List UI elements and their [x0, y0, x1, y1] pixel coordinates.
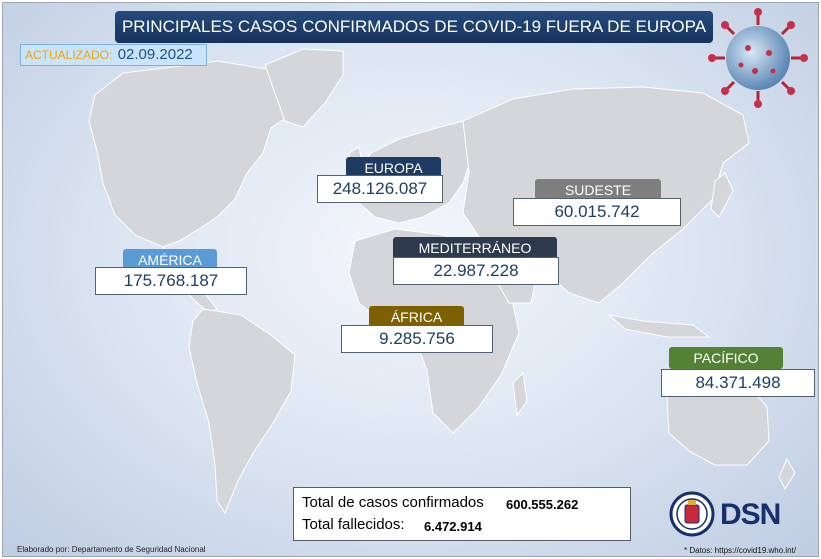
coronavirus-icon: [708, 8, 808, 108]
updated-date: 02.09.2022: [117, 46, 193, 63]
region-label-mediterraneo-oriental: MEDITERRÁNEO ORIENTAL: [393, 237, 557, 278]
region-label-pacifico-oeste: PACÍFICO OESTE: [669, 347, 783, 388]
region-value-europa: 248.126.087: [317, 175, 443, 203]
total-deaths-value: 6.472.914: [424, 519, 482, 534]
region-value-africa: 9.285.756: [341, 325, 493, 353]
total-deaths-label: Total fallecidos:: [302, 516, 405, 533]
madagascar-landmass: [512, 371, 528, 417]
north-america-landmass: [88, 60, 326, 248]
south-america-landmass: [188, 308, 296, 515]
updated-label: ACTUALIZADO:: [25, 48, 113, 62]
greenland-landmass: [264, 48, 344, 128]
total-cases-label: Total de casos confirmados: [302, 494, 484, 511]
region-value-sudeste-asiatico: 60.015.742: [513, 198, 681, 226]
region-label-europa: EUROPA: [346, 157, 441, 179]
new-zealand-landmass: [778, 457, 796, 491]
dsn-logo-text: DSN: [720, 498, 781, 531]
footer-credit: Elaborado por: Departamento de Seguridad…: [17, 545, 206, 554]
region-value-pacifico-oeste: 84.371.498: [661, 369, 815, 397]
page-title: PRINCIPALES CASOS CONFIRMADOS DE COVID-1…: [115, 11, 713, 43]
updated-badge: ACTUALIZADO: 02.09.2022: [20, 44, 207, 66]
region-label-africa: ÁFRICA: [369, 306, 464, 328]
region-value-mediterraneo-oriental: 22.987.228: [393, 257, 559, 285]
region-label-america: AMÉRICA: [123, 249, 217, 271]
totals-box: Total de casos confirmados 600.555.262 T…: [293, 487, 631, 541]
japan-landmass: [710, 172, 734, 218]
total-cases-value: 600.555.262: [506, 497, 579, 512]
region-value-america: 175.768.187: [95, 267, 247, 295]
indonesia-landmass: [607, 314, 711, 338]
dsn-seal-icon: [669, 491, 715, 537]
footer-source: * Datos: https://covid19.who.int/: [684, 546, 797, 555]
